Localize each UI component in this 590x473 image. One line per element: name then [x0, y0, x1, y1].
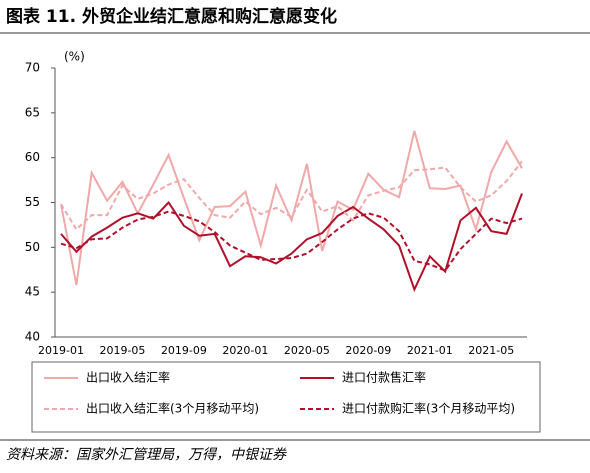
y-tick-label: 45 [25, 285, 40, 299]
legend-label: 进口付款售汇率 [342, 370, 426, 385]
series-line [60, 193, 523, 293]
legend-label: 进口付款购汇率(3个月移动平均) [342, 401, 515, 416]
source-note: 资料来源：国家外汇管理局，万得，中银证券 [6, 447, 287, 463]
y-tick-label: 50 [25, 240, 40, 254]
x-tick-label: 2021-05 [468, 344, 514, 357]
chart-title: 图表 11. 外贸企业结汇意愿和购汇意愿变化 [6, 6, 337, 27]
x-tick-label: 2021-01 [407, 344, 453, 357]
x-tick-label: 2019-01 [38, 344, 84, 357]
legend-label: 出口收入结汇率 [86, 370, 170, 385]
x-tick-label: 2020-09 [345, 344, 391, 357]
series-line [60, 130, 523, 286]
legend-label: 出口收入结汇率(3个月移动平均) [86, 401, 259, 416]
y-tick-label: 60 [25, 150, 40, 164]
x-tick-label: 2019-09 [161, 344, 207, 357]
x-tick-label: 2020-01 [222, 344, 268, 357]
x-tick-label: 2020-05 [284, 344, 330, 357]
y-axis-label: (%) [64, 50, 85, 64]
y-tick-label: 65 [25, 105, 40, 119]
legend-box [31, 361, 541, 433]
x-tick-label: 2019-05 [99, 344, 145, 357]
y-tick-label: 55 [25, 195, 40, 209]
y-tick-label: 70 [25, 61, 40, 75]
y-tick-label: 40 [25, 330, 40, 344]
